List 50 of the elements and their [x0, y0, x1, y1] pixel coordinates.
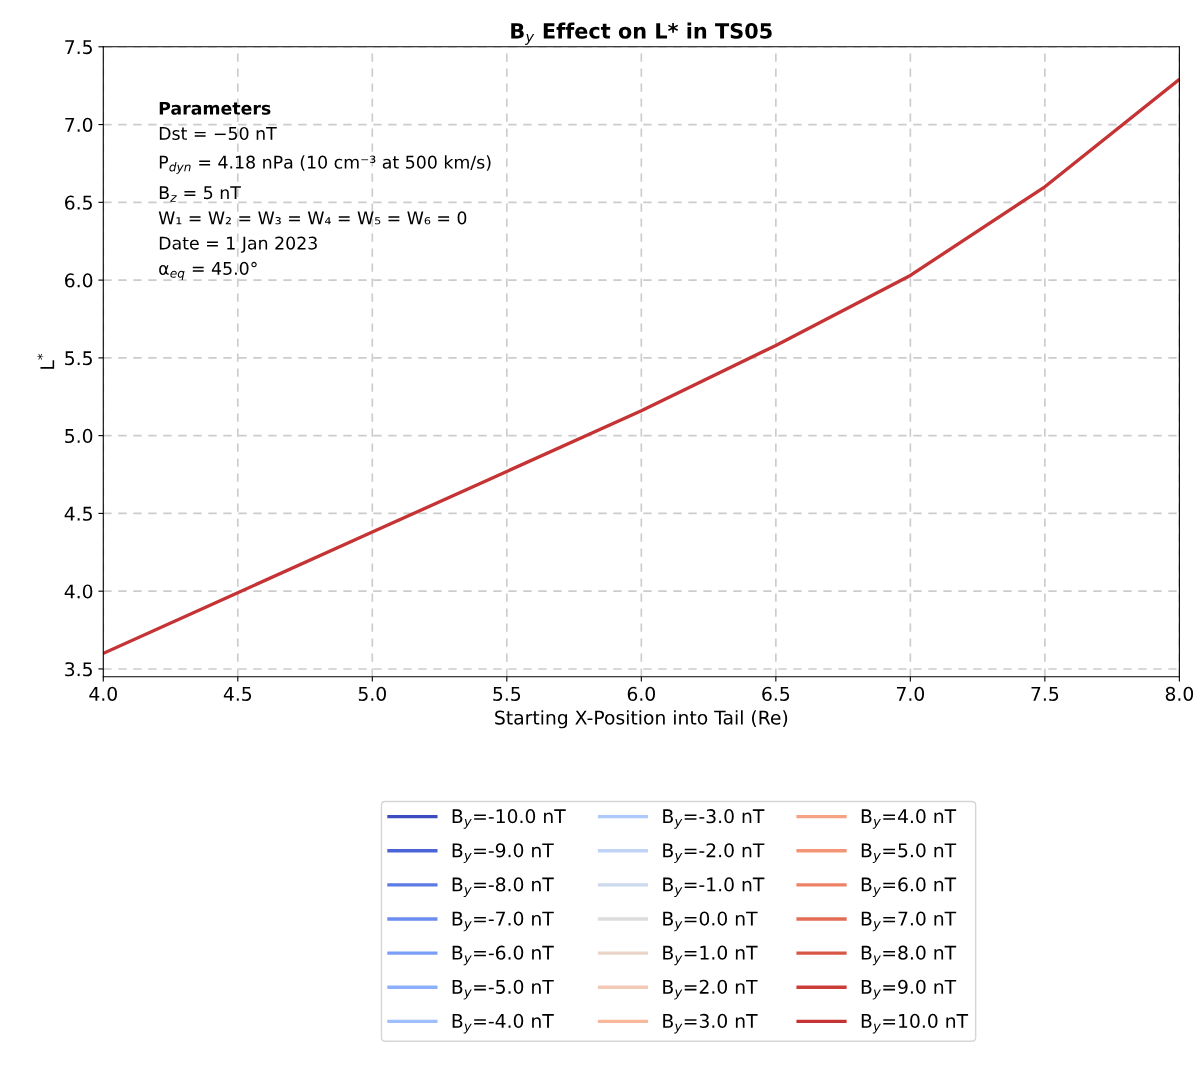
legend-label: B$_{y}$=-5.0 nT: [452, 979, 554, 1000]
legend-label: B$_{y}$=-1.0 nT: [663, 877, 765, 898]
y-tick-label: 4.0: [64, 584, 93, 599]
annotation: B$_{z}$ = 5 nT: [159, 186, 241, 202]
legend-label: B$_{y}$=3.0 nT: [663, 1013, 758, 1034]
x-axis-title: Starting X-Position into Tail (Re): [495, 710, 788, 729]
legend-label: B$_{y}$=8.0 nT: [861, 945, 957, 966]
legend-label: B$_{y}$=4.0 nT: [861, 809, 957, 829]
x-tick-label: 5.5: [493, 687, 521, 701]
legend-label: B$_{y}$=-6.0 nT: [452, 945, 554, 966]
legend-label: B$_{y}$=7.0 nT: [861, 911, 957, 932]
annotation: α$_{eq}$ = 45.0°: [159, 261, 257, 281]
chart-title: B$_{y}$ Effect on L* in TS05: [511, 22, 772, 45]
legend-label: B$_{y}$=-4.0 nT: [452, 1013, 554, 1034]
x-tick-label: 7.5: [1031, 687, 1059, 701]
y-tick-label: 7.0: [65, 117, 93, 132]
annotation: Dst = −50 nT: [159, 126, 277, 141]
y-tick-label: 6.0: [65, 273, 93, 288]
legend-label: B$_{y}$=-3.0 nT: [663, 809, 765, 829]
annotation: P$_{dyn}$ = 4.18 nPa (10 cm⁻³ at 500 km/s): [159, 155, 491, 174]
x-tick-label: 4.5: [223, 687, 252, 701]
legend-label: B$_{y}$=9.0 nT: [861, 979, 957, 1000]
x-tick-label: 8.0: [1165, 686, 1194, 701]
x-tick-label: 6.5: [762, 686, 790, 701]
legend-label: B$_{y}$=5.0 nT: [861, 843, 957, 863]
y-tick-label: 5.5: [65, 351, 92, 366]
x-tick-label: 4.0: [89, 686, 117, 701]
line-series: [103, 77, 1180, 656]
legend-label: B$_{y}$=-8.0 nT: [452, 877, 554, 898]
y-tick-label: 5.0: [65, 428, 93, 444]
y-tick-label: 7.5: [65, 40, 92, 55]
legend-label: B$_{y}$=1.0 nT: [663, 945, 758, 966]
legend-label: B$_{y}$=-9.0 nT: [452, 843, 554, 863]
y-axis-title: L$^{*}$: [37, 353, 55, 369]
x-tick-label: 6.0: [627, 686, 655, 701]
annotation: W₁ = W₂ = W₃ = W₄ = W₅ = W₆ = 0: [158, 211, 467, 225]
x-tick-label: 5.0: [358, 686, 386, 701]
y-tick-label: 6.5: [65, 195, 92, 210]
legend-label: B$_{y}$=6.0 nT: [861, 877, 957, 898]
legend-label: B$_{y}$=2.0 nT: [663, 979, 758, 1000]
legend-label: B$_{y}$=10.0 nT: [861, 1013, 969, 1034]
legend-label: B$_{y}$=0.0 nT: [663, 911, 758, 932]
legend-label: B$_{y}$=-10.0 nT: [452, 809, 566, 829]
legend-label: B$_{y}$=-2.0 nT: [663, 843, 765, 863]
y-tick-label: 3.5: [65, 662, 92, 677]
annotation: Parameters: [159, 101, 271, 115]
y-tick-label: 4.5: [64, 506, 92, 521]
annotation: Date = 1 Jan 2023: [159, 236, 317, 253]
x-tick-label: 7.0: [896, 686, 925, 701]
legend-label: B$_{y}$=-7.0 nT: [452, 911, 554, 932]
